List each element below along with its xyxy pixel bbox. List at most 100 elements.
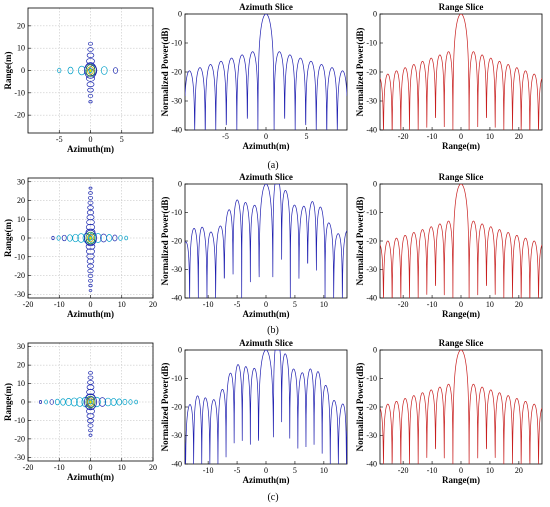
c-azimuth-ylabel: Normalized Power(dB) bbox=[160, 363, 170, 452]
a-contour-ytick-label: 0 bbox=[21, 66, 25, 75]
b-contour-ytick-label: 30 bbox=[17, 177, 25, 186]
b-range-xlabel: Range(m) bbox=[442, 309, 480, 319]
b-range-ytick-label: 0 bbox=[373, 180, 377, 189]
b-range-ytick-label: -10 bbox=[366, 208, 377, 217]
c-contour-axes: -20 -10 0 10 20-30-20-100102030Azimuth(m)Ran… bbox=[3, 342, 157, 482]
c-contour-xtick-label: 20 bbox=[149, 463, 157, 472]
a-range-ytick-label: -40 bbox=[366, 126, 377, 135]
b-range-xtick-label: -10 bbox=[427, 300, 438, 309]
a-azimuth-title: Azimuth Slice bbox=[239, 2, 293, 12]
c-azimuth-axes: -10 -5 0 5 10 -40 -30 -20 -10 0 Azimuth Slice Azimu… bbox=[160, 338, 348, 485]
c-azimuth-xtick-label: 10 bbox=[320, 466, 328, 475]
a-contour-xtick-label: -5 bbox=[56, 135, 63, 144]
b-azimuth-axes: -10 -5 0 5 10 -40 -30 -20 -10 0 Azimuth Slice Azimu… bbox=[160, 172, 348, 319]
c-range-frame bbox=[379, 349, 543, 465]
b-contour-frame bbox=[27, 177, 154, 299]
a-range-frame bbox=[379, 13, 543, 131]
b-azimuth-ytick-label: 0 bbox=[178, 180, 182, 189]
c-contour-contour-lobe bbox=[98, 397, 107, 407]
b-contour-xtick-label: -20 bbox=[23, 300, 34, 309]
b-range-series-line bbox=[380, 184, 542, 298]
b-azimuth-xtick-label: 5 bbox=[293, 300, 297, 309]
a-range-xtick-label: 10 bbox=[486, 132, 494, 141]
c-range-ytick-label: 0 bbox=[373, 346, 377, 355]
c-contour-contour-lobe bbox=[88, 371, 93, 375]
c-range-xtick-label: 20 bbox=[515, 466, 523, 475]
a-contour-mainlobe-ring bbox=[85, 64, 96, 77]
a-azimuth-ytick-label: -10 bbox=[171, 39, 182, 48]
c-azimuth-title: Azimuth Slice bbox=[239, 338, 293, 348]
c-range-ytick-label: -30 bbox=[366, 431, 377, 440]
b-contour-contour-lobe bbox=[118, 235, 123, 241]
b-contour-axes: -20 -10 0 10 20-30-20-100102030Azimuth(m)Ran… bbox=[3, 177, 157, 319]
c-contour-contour-lobe bbox=[38, 400, 43, 404]
c-contour-ytick-label: 10 bbox=[17, 379, 25, 388]
b-azimuth-ytick-label: -40 bbox=[171, 294, 182, 303]
c-contour-xtick-label: -10 bbox=[54, 463, 65, 472]
a-contour-contour-lobe bbox=[86, 81, 95, 88]
c-contour-contour-lobe bbox=[70, 397, 78, 407]
c-contour-contour-lobe bbox=[87, 375, 94, 380]
b-contour-contour-lobe bbox=[61, 234, 67, 242]
b-contour-contour-lobe bbox=[87, 268, 94, 274]
a-contour-ytick-label: 10 bbox=[17, 44, 25, 53]
c-range-series-line bbox=[380, 350, 542, 464]
a-contour-ylabel: Range(m) bbox=[3, 52, 13, 90]
a-azimuth-ylabel: Normalized Power(dB) bbox=[160, 28, 170, 117]
b-contour-contour-lobe bbox=[88, 191, 93, 195]
b-contour-contour-lobe bbox=[87, 195, 94, 200]
c-range-xtick-label: 10 bbox=[486, 466, 494, 475]
a-range-ylabel: Normalized Power(dB) bbox=[355, 28, 365, 117]
c-contour-contour-lobe bbox=[86, 408, 95, 415]
a-range-series-line bbox=[380, 14, 542, 130]
c-range-ylabel: Normalized Power(dB) bbox=[355, 363, 365, 452]
c-azimuth-xtick-label: 0 bbox=[264, 466, 268, 475]
b-contour-contour-lobe bbox=[56, 235, 61, 241]
c-azimuth-ytick-label: -20 bbox=[171, 403, 182, 412]
c-contour-contour-lobe bbox=[116, 398, 122, 406]
b-azimuth-ytick-label: -20 bbox=[171, 237, 182, 246]
c-azimuth-xlabel: Azimuth(m) bbox=[243, 475, 290, 485]
c-contour-contour-lobe bbox=[134, 399, 138, 405]
a-contour-contour-lobe bbox=[67, 66, 74, 75]
c-contour-contour-lobe bbox=[60, 398, 66, 406]
a-contour-contour-lobe bbox=[112, 67, 119, 74]
c-contour-mainlobe-ring bbox=[85, 395, 96, 409]
c-range-ytick-label: -40 bbox=[366, 460, 377, 469]
b-contour-ytick-label: 20 bbox=[17, 196, 25, 205]
c-contour-contour-lobe bbox=[110, 398, 117, 406]
c-contour-contour-lobe bbox=[128, 399, 133, 405]
caption-a: (a) bbox=[267, 160, 278, 171]
c-contour-contour-lobe bbox=[86, 384, 95, 390]
c-contour-ytick-label: 30 bbox=[17, 342, 25, 351]
c-contour-contour-lobe bbox=[44, 399, 48, 405]
b-contour-ytick-label: -20 bbox=[14, 271, 25, 280]
b-contour-contour-lobe bbox=[85, 228, 96, 236]
caption-c: (c) bbox=[267, 492, 278, 503]
c-contour-mainlobe-ring bbox=[84, 393, 97, 411]
c-contour-mainlobe-ring bbox=[87, 397, 94, 407]
b-contour-ytick-label: -10 bbox=[14, 252, 25, 261]
b-range-xtick-label: 0 bbox=[459, 300, 463, 309]
a-contour-xlabel: Azimuth(m) bbox=[67, 144, 114, 154]
b-contour-mainlobe-ring bbox=[87, 233, 94, 243]
b-contour-xtick-label: -10 bbox=[54, 300, 65, 309]
a-azimuth-ytick-label: -20 bbox=[171, 68, 182, 77]
a-contour-mainlobe-ring bbox=[84, 62, 97, 79]
a-contour-mainlobe-ring bbox=[88, 68, 93, 73]
b-contour-contour-lobe bbox=[88, 289, 93, 292]
a-range-xtick-label: 0 bbox=[459, 132, 463, 141]
c-range-axes: -20 -10 0 10 20 -40 -30 -20 -10 0 Range Slice Range… bbox=[355, 338, 543, 485]
b-azimuth-ylabel: Normalized Power(dB) bbox=[160, 197, 170, 286]
a-range-xlabel: Range(m) bbox=[442, 141, 480, 151]
c-azimuth-ytick-label: -10 bbox=[171, 374, 182, 383]
b-azimuth-xtick-label: -5 bbox=[234, 300, 241, 309]
c-range-xtick-label: -20 bbox=[398, 466, 409, 475]
a-range-ytick-label: -20 bbox=[366, 68, 377, 77]
b-range-xtick-label: 10 bbox=[486, 300, 494, 309]
a-azimuth-xtick-label: 0 bbox=[264, 132, 268, 141]
c-range-ytick-label: -20 bbox=[366, 403, 377, 412]
c-contour-ylabel: Range(m) bbox=[3, 383, 13, 421]
a-contour-mainlobe-ring bbox=[87, 66, 94, 75]
c-range-xtick-label: 0 bbox=[459, 466, 463, 475]
